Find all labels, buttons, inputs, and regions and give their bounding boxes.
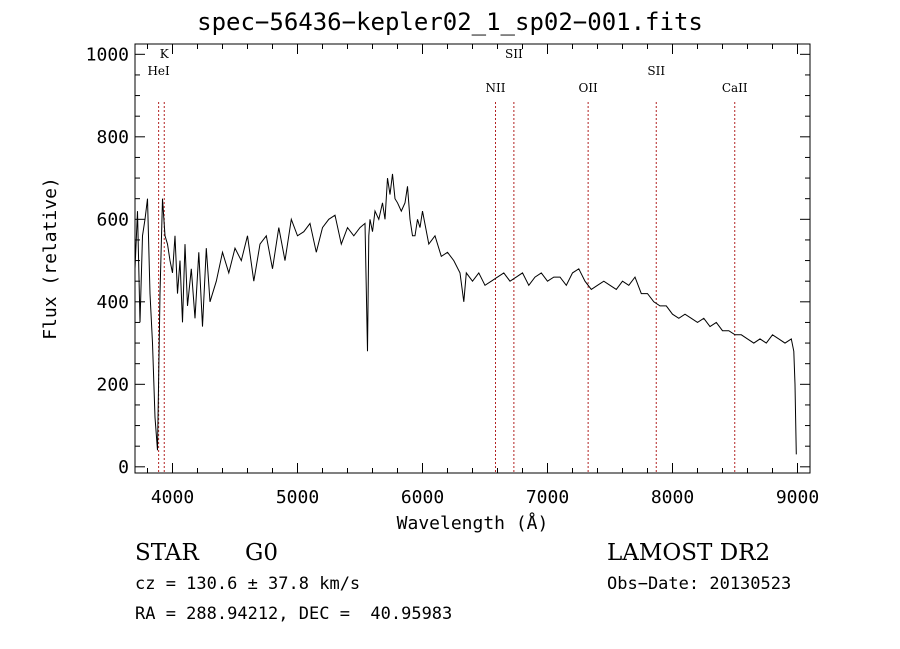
y-axis-label: Flux (relative) xyxy=(40,177,61,340)
object-class: STAR xyxy=(135,540,199,566)
redshift-velocity: cz = 130.6 ± 37.8 km/s xyxy=(135,574,361,594)
x-tick-label: 8000 xyxy=(651,487,694,508)
line-marker-label: HeI xyxy=(147,64,170,78)
chart-title: spec−56436−kepler02_1_sp02−001.fits xyxy=(197,8,703,36)
spectrum-line xyxy=(134,173,797,455)
y-tick-label: 400 xyxy=(96,292,129,313)
line-marker-label: SII xyxy=(505,47,523,61)
sky-coordinates: RA = 288.94212, DEC = 40.95983 xyxy=(135,604,453,624)
x-tick-label: 5000 xyxy=(276,487,319,508)
line-marker-label: CaII xyxy=(722,81,748,95)
axis-tick-labels: 4000 5000 6000 7000 8000 9000 0 200 400 600 800 100… xyxy=(86,44,820,508)
line-marker-label: K xyxy=(160,47,170,61)
y-tick-label: 200 xyxy=(96,374,129,395)
axis-ticks xyxy=(135,44,810,473)
survey-name: LAMOST DR2 xyxy=(607,540,771,566)
line-marker-label: SII xyxy=(647,64,665,78)
line-markers: K HeI SII NII OII SII CaII xyxy=(147,47,748,473)
line-marker-label: NII xyxy=(486,81,506,95)
x-tick-label: 6000 xyxy=(401,487,444,508)
line-marker-label: OII xyxy=(578,81,598,95)
y-tick-label: 0 xyxy=(118,457,129,478)
x-tick-label: 9000 xyxy=(776,487,819,508)
plot-frame xyxy=(134,43,811,474)
y-tick-label: 1000 xyxy=(86,44,129,65)
spectral-subclass: G0 xyxy=(245,540,279,566)
x-axis-label: Wavelength (Å) xyxy=(397,512,549,534)
y-tick-label: 600 xyxy=(96,209,129,230)
y-tick-label: 800 xyxy=(96,127,129,148)
x-tick-label: 7000 xyxy=(526,487,569,508)
observation-date: Obs−Date: 20130523 xyxy=(607,574,792,594)
x-tick-label: 4000 xyxy=(151,487,194,508)
